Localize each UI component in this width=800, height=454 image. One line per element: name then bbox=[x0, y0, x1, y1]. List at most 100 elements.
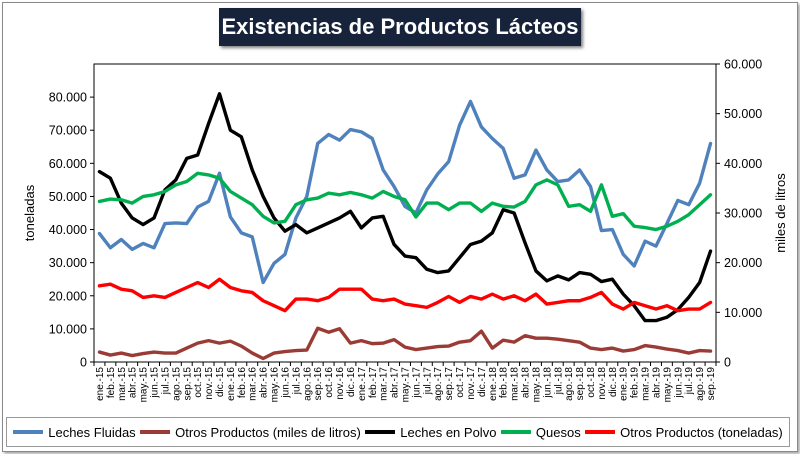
x-tick-label: feb.-19 bbox=[630, 367, 641, 399]
y-right-tick-label: 60.000 bbox=[724, 58, 762, 72]
x-tick-label: nov.-15 bbox=[204, 367, 215, 400]
legend-item-3: Quesos bbox=[500, 424, 581, 440]
x-tick-label: ene.-16 bbox=[226, 367, 237, 401]
legend-item-0: Leches Fluidas bbox=[13, 424, 136, 440]
chart-legend: Leches Fluidas Otros Productos (miles de … bbox=[6, 417, 790, 447]
x-tick-label: jun.-16 bbox=[280, 367, 291, 399]
x-tick-label: jul.-16 bbox=[291, 367, 302, 396]
x-tick-label: abr.-19 bbox=[651, 367, 662, 399]
y-left-tick-label: 80.000 bbox=[49, 91, 87, 105]
x-tick-label: dic.-17 bbox=[477, 367, 488, 397]
x-tick-label: oct.-17 bbox=[455, 367, 466, 398]
x-tick-label: ene.-15 bbox=[95, 367, 106, 401]
x-tick-label: ago.-19 bbox=[695, 367, 706, 401]
x-tick-label: ene.-19 bbox=[619, 367, 630, 401]
series-line-2 bbox=[97, 92, 713, 323]
x-tick-label: may.-18 bbox=[531, 367, 542, 403]
x-tick-label: jun.-15 bbox=[150, 367, 161, 399]
x-tick-label: feb.-16 bbox=[237, 367, 248, 399]
x-tick-label: ene.-17 bbox=[357, 367, 368, 401]
x-tick-label: ene.-18 bbox=[488, 367, 499, 401]
chart-title: Existencias de Productos Lácteos bbox=[219, 8, 581, 46]
x-tick-label: oct.-15 bbox=[193, 367, 204, 398]
x-tick-label: jul.-15 bbox=[160, 367, 171, 396]
x-tick-label: feb.-18 bbox=[499, 367, 510, 399]
x-tick-label: may.-17 bbox=[401, 367, 412, 403]
series-line-4 bbox=[97, 277, 713, 313]
x-tick-label: may.-19 bbox=[662, 367, 673, 403]
x-tick-label: jun.-17 bbox=[411, 367, 422, 399]
legend-swatch bbox=[140, 430, 171, 434]
x-tick-label: sep.-18 bbox=[575, 367, 586, 401]
x-tick-label: feb.-17 bbox=[368, 367, 379, 399]
legend-label: Leches Fluidas bbox=[48, 424, 136, 440]
x-tick-label: may.-15 bbox=[139, 367, 150, 403]
legend-swatch bbox=[500, 430, 531, 434]
y-right-tick-label: 20.000 bbox=[724, 256, 762, 270]
x-tick-label: abr.-18 bbox=[521, 367, 532, 399]
x-tick-label: dic.-16 bbox=[346, 367, 357, 397]
x-tick-label: mar.-18 bbox=[510, 367, 521, 401]
legend-swatch bbox=[365, 430, 396, 434]
x-tick-label: jun.-18 bbox=[542, 367, 553, 399]
x-tick-label: mar.-16 bbox=[248, 367, 259, 401]
y-left-tick-label: 20.000 bbox=[49, 289, 87, 303]
y-axis-right-label: miles de litros bbox=[773, 173, 788, 253]
x-tick-label: dic.-18 bbox=[608, 367, 619, 397]
legend-swatch bbox=[13, 430, 44, 434]
x-tick-label: may.-16 bbox=[270, 367, 281, 403]
x-tick-label: sep.-15 bbox=[182, 367, 193, 401]
y-left-tick-label: 30.000 bbox=[49, 256, 87, 270]
x-tick-label: oct.-18 bbox=[586, 367, 597, 398]
y-right-tick-label: 30.000 bbox=[724, 207, 762, 221]
y-right-tick-label: 0 bbox=[724, 356, 731, 370]
x-tick-label: mar.-19 bbox=[641, 367, 652, 401]
legend-label: Leches en Polvo bbox=[400, 424, 497, 440]
y-left-tick-label: 10.000 bbox=[49, 322, 87, 336]
y-right-tick-label: 10.000 bbox=[724, 306, 762, 320]
x-tick-label: jul.-17 bbox=[422, 367, 433, 396]
y-left-tick-label: 40.000 bbox=[49, 223, 87, 237]
x-tick-label: ago.-15 bbox=[171, 367, 182, 401]
axis-layer: 0 10.000 20.000 30.000 40.000 50.000 60.000 70.… bbox=[49, 58, 763, 403]
series-line-1 bbox=[97, 326, 713, 361]
y-left-tick-label: 50.000 bbox=[49, 190, 87, 204]
x-tick-label: sep.-17 bbox=[444, 367, 455, 401]
y-left-tick-label: 0 bbox=[80, 356, 87, 370]
x-tick-label: jul.-19 bbox=[684, 367, 695, 396]
x-tick-label: jul.-18 bbox=[553, 367, 564, 396]
x-tick-label: jun.-19 bbox=[673, 367, 684, 399]
legend-label: Otros Productos (toneladas) bbox=[620, 424, 783, 440]
x-tick-label: sep.-16 bbox=[313, 367, 324, 401]
x-tick-label: feb.-15 bbox=[106, 367, 117, 399]
x-tick-label: nov.-17 bbox=[466, 367, 477, 400]
legend-label: Quesos bbox=[535, 424, 581, 440]
x-tick-label: nov.-16 bbox=[335, 367, 346, 400]
legend-item-4: Otros Productos (toneladas) bbox=[585, 425, 783, 440]
x-tick-label: dic.-15 bbox=[215, 367, 226, 397]
x-tick-label: nov.-18 bbox=[597, 367, 608, 400]
y-right-tick-label: 40.000 bbox=[724, 157, 762, 171]
y-left-tick-label: 70.000 bbox=[49, 124, 87, 138]
y-axis-left-label: toneladas bbox=[22, 184, 37, 241]
x-tick-label: mar.-15 bbox=[117, 367, 128, 401]
legend-item-1: Otros Productos (miles de litros) bbox=[140, 425, 361, 440]
legend-label: Otros Productos (miles de litros) bbox=[175, 424, 361, 440]
x-tick-label: ago.-16 bbox=[302, 367, 313, 401]
legend-swatch bbox=[585, 430, 616, 434]
x-tick-label: sep.-19 bbox=[706, 367, 717, 401]
y-right-tick-label: 50.000 bbox=[724, 107, 762, 121]
x-tick-label: ago.-17 bbox=[433, 367, 444, 401]
x-tick-label: ago.-18 bbox=[564, 367, 575, 401]
y-left-tick-label: 60.000 bbox=[49, 157, 87, 171]
series-layer bbox=[97, 92, 713, 361]
series-line-3 bbox=[97, 171, 713, 232]
x-tick-label: abr.-16 bbox=[259, 367, 270, 399]
x-tick-label: abr.-15 bbox=[128, 367, 139, 399]
series-line-0 bbox=[97, 99, 713, 285]
legend-item-2: Leches en Polvo bbox=[365, 425, 496, 440]
x-tick-label: mar.-17 bbox=[379, 367, 390, 401]
x-tick-label: oct.-16 bbox=[324, 367, 335, 398]
x-tick-label: abr.-17 bbox=[390, 367, 401, 399]
